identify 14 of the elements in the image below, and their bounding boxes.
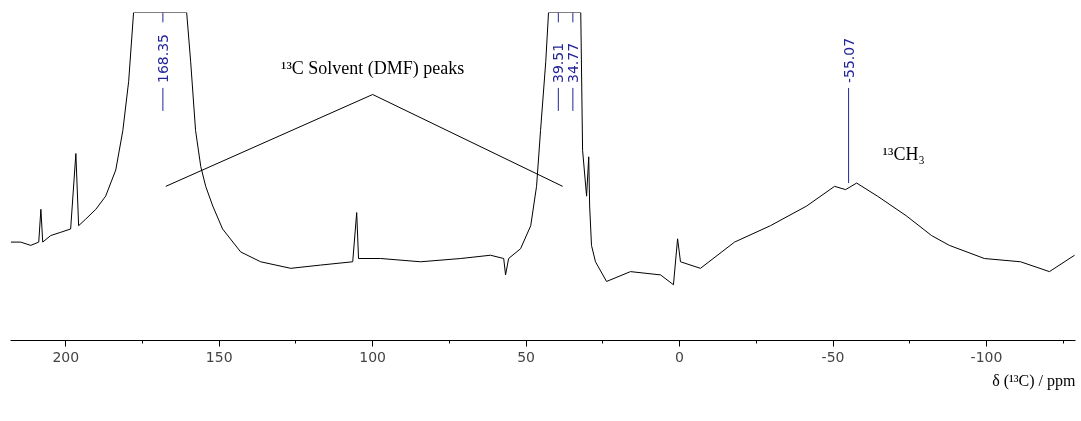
- x-tick-label: 0: [675, 348, 685, 365]
- annotation: ¹³C Solvent (DMF) peaks: [281, 58, 465, 80]
- annotation: ¹³CH₃: [882, 143, 925, 164]
- annotation: 34.77: [564, 42, 581, 84]
- x-axis-title: δ (¹³C) / ppm: [992, 371, 1077, 390]
- annotation: 39.51: [550, 42, 567, 84]
- x-tick-label: 200: [52, 348, 80, 365]
- x-tick-label: 100: [359, 348, 387, 365]
- annotation: 168.35: [154, 34, 171, 84]
- x-tick-label: -100: [970, 348, 1003, 365]
- x-tick-label: 50: [517, 348, 536, 365]
- annotation: -55.07: [840, 37, 857, 84]
- x-tick-label: -50: [821, 348, 845, 365]
- x-tick-label: 150: [205, 348, 233, 365]
